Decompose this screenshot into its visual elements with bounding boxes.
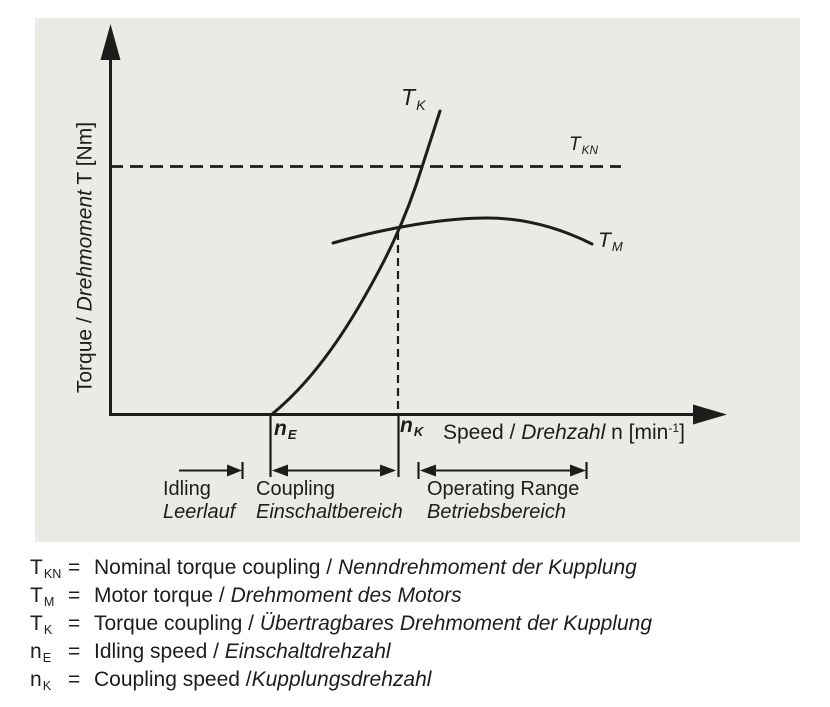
equals-sign: = bbox=[68, 640, 81, 663]
range-label-coupling-en: Coupling bbox=[256, 478, 335, 500]
legend-text: Torque coupling / Übertragbares Drehmome… bbox=[94, 612, 652, 636]
operating-range-arrow-right-icon bbox=[570, 464, 586, 477]
tk-curve bbox=[269, 109, 442, 417]
nk-label-main: n bbox=[400, 414, 413, 437]
legend-symbol-main: n bbox=[30, 668, 42, 691]
legend-symbol-sub: K bbox=[42, 679, 52, 694]
legend-symbol-ne: nE bbox=[30, 640, 68, 666]
legend-text-en: Coupling speed bbox=[94, 668, 240, 691]
x-axis-arrow-icon bbox=[693, 404, 727, 425]
tkn-label-sub: KN bbox=[581, 143, 598, 157]
legend-text-de: Drehmoment des Motors bbox=[230, 584, 462, 607]
x-axis-label: Speed / Drehzahl n [min-1] bbox=[443, 421, 685, 444]
range-label-operating-de: Betriebsbereich bbox=[427, 501, 566, 523]
legend-separator: / bbox=[207, 640, 225, 663]
x-axis-label-exponent: -1 bbox=[668, 421, 680, 436]
legend-text-de: Kupplungsdrehzahl bbox=[251, 668, 432, 691]
legend-text: Nominal torque coupling / Nenndrehmoment… bbox=[94, 556, 637, 580]
coupling-range-arrow-right-icon bbox=[380, 464, 396, 477]
tkn-line-label: TKN bbox=[569, 134, 598, 157]
legend-symbol-main: T bbox=[30, 584, 43, 607]
legend-symbol-main: n bbox=[30, 640, 42, 663]
legend-text-en: Torque coupling bbox=[94, 612, 243, 635]
chart-panel bbox=[35, 18, 800, 542]
tk-label-sub: K bbox=[416, 97, 426, 114]
nk-axis-label: nK bbox=[400, 414, 424, 440]
tkn-label-main: T bbox=[569, 134, 581, 155]
tk-curve-label: TK bbox=[401, 84, 426, 113]
equals-sign: = bbox=[68, 556, 81, 579]
legend-text-de: Einschaltdrehzahl bbox=[224, 640, 391, 663]
ne-label-main: n bbox=[274, 417, 287, 440]
legend-symbol-tkn: TKN bbox=[30, 556, 68, 582]
legend-symbol-tk: TK bbox=[30, 612, 68, 638]
y-axis-arrow-icon bbox=[100, 24, 121, 60]
legend-row-tm: TM = Motor torque / Drehmoment des Motor… bbox=[30, 584, 652, 612]
legend: TKN = Nominal torque coupling / Nenndreh… bbox=[30, 556, 652, 696]
legend-symbol-sub: KN bbox=[43, 567, 62, 582]
legend-symbol-sub: M bbox=[43, 595, 55, 610]
tm-label-main: T bbox=[598, 229, 611, 252]
tm-curve-label: TM bbox=[598, 229, 623, 255]
x-axis-label-unit: n [min bbox=[605, 421, 669, 444]
tk-label-main: T bbox=[401, 84, 416, 110]
legend-symbol-tm: TM bbox=[30, 584, 68, 610]
y-axis-label-en: Torque / bbox=[73, 311, 97, 394]
legend-separator: / bbox=[242, 612, 260, 635]
legend-separator: / bbox=[213, 584, 231, 607]
y-axis-label-de: Drehmoment bbox=[73, 190, 97, 312]
legend-symbol-main: T bbox=[30, 556, 43, 579]
legend-row-tk: TK = Torque coupling / Übertragbares Dre… bbox=[30, 612, 652, 640]
tm-label-sub: M bbox=[611, 239, 623, 255]
x-axis-label-de: Drehzahl bbox=[521, 421, 606, 444]
legend-separator: / bbox=[239, 668, 252, 691]
tm-curve bbox=[331, 216, 594, 246]
chart-canvas bbox=[100, 24, 727, 479]
equals-sign: = bbox=[68, 668, 81, 691]
range-label-coupling-de: Einschaltbereich bbox=[256, 501, 403, 523]
ne-label-sub: E bbox=[287, 427, 297, 443]
idling-range-arrow-icon bbox=[227, 464, 242, 477]
legend-row-ne: nE = Idling speed / Einschaltdrehzahl bbox=[30, 640, 652, 668]
legend-text-en: Idling speed bbox=[94, 640, 208, 663]
x-axis-label-bracket: ] bbox=[679, 421, 685, 444]
legend-text: Coupling speed /Kupplungsdrehzahl bbox=[94, 668, 431, 692]
legend-symbol-sub: E bbox=[42, 651, 52, 666]
legend-text: Motor torque / Drehmoment des Motors bbox=[94, 584, 462, 608]
legend-text-de: Nenndrehmoment der Kupplung bbox=[337, 556, 637, 579]
range-label-idling-en: Idling bbox=[163, 478, 211, 500]
range-label-operating-en: Operating Range bbox=[427, 478, 580, 500]
ne-axis-label: nE bbox=[274, 417, 297, 443]
range-label-idling-de: Leerlauf bbox=[163, 501, 236, 523]
x-axis-label-en: Speed / bbox=[443, 421, 522, 444]
legend-row-tkn: TKN = Nominal torque coupling / Nenndreh… bbox=[30, 556, 652, 584]
equals-sign: = bbox=[68, 612, 81, 635]
legend-text-de: Übertragbares Drehmoment der Kupplung bbox=[259, 612, 653, 635]
nk-label-sub: K bbox=[413, 424, 424, 440]
legend-row-nk: nK = Coupling speed /Kupplungsdrehzahl bbox=[30, 668, 652, 696]
legend-symbol-sub: K bbox=[43, 623, 53, 638]
equals-sign: = bbox=[68, 584, 81, 607]
y-axis-label-unit: T [Nm] bbox=[73, 121, 97, 191]
legend-text-en: Nominal torque coupling bbox=[94, 556, 321, 579]
legend-text: Idling speed / Einschaltdrehzahl bbox=[94, 640, 391, 664]
coupling-range-arrow-left-icon bbox=[272, 464, 288, 477]
legend-symbol-main: T bbox=[30, 612, 43, 635]
legend-separator: / bbox=[320, 556, 338, 579]
legend-text-en: Motor torque bbox=[94, 584, 214, 607]
y-axis-label: Torque / Drehmoment T [Nm] bbox=[73, 88, 96, 428]
legend-symbol-nk: nK bbox=[30, 668, 68, 694]
